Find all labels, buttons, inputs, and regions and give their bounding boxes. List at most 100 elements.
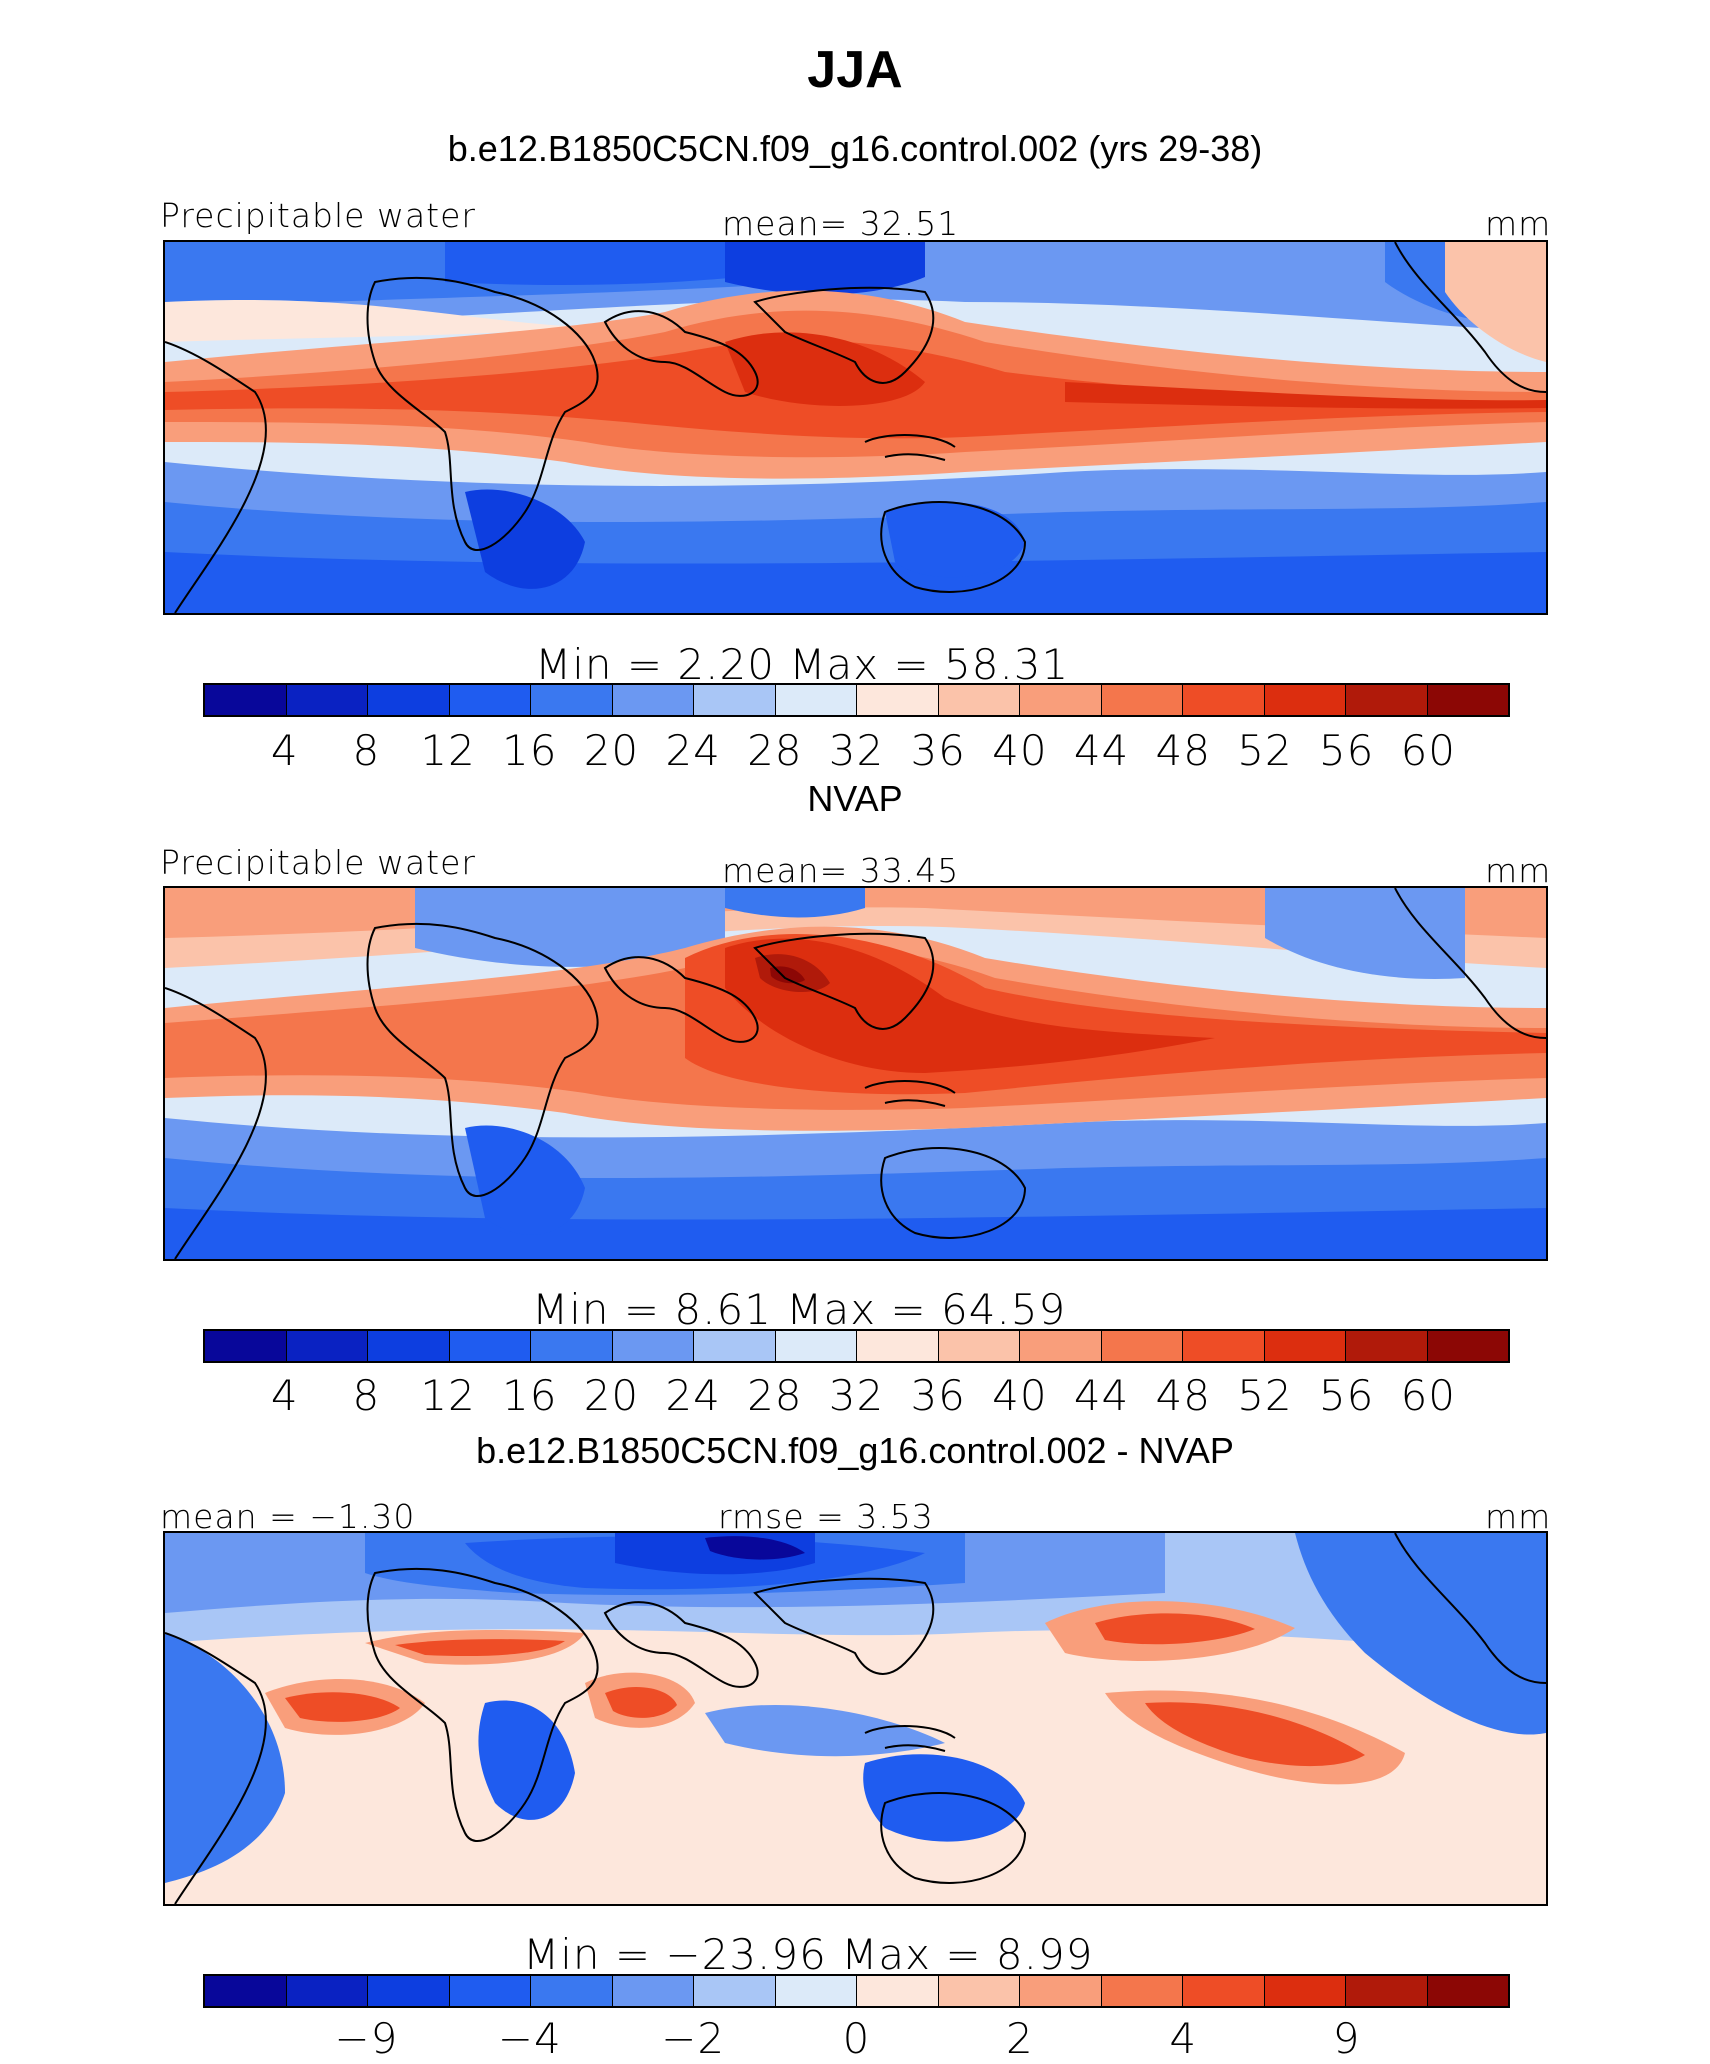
panel-2-variable-label: Precipitable water xyxy=(160,843,476,882)
colorbar-swatch xyxy=(1100,685,1182,715)
panel-2-units-label: mm xyxy=(1485,851,1552,890)
colorbar-swatch xyxy=(367,1331,449,1361)
panel-1-mean-label: mean= 32.51 xyxy=(722,204,960,243)
colorbar-tick-label: 52 xyxy=(1237,726,1293,775)
colorbar-tick-label: 40 xyxy=(992,1371,1048,1420)
colorbar-swatch xyxy=(285,1331,367,1361)
figure-title: JJA xyxy=(807,41,903,99)
colorbar-swatch xyxy=(1426,685,1508,715)
colorbar-swatch xyxy=(1263,685,1345,715)
panel-2-contour-plot xyxy=(165,888,1546,1259)
colorbar-tick-label: 12 xyxy=(420,726,476,775)
colorbar-swatch xyxy=(1345,1976,1427,2006)
panel-3-map xyxy=(163,1531,1548,1906)
panel-2-map xyxy=(163,886,1548,1261)
colorbar-tick-label: 32 xyxy=(828,1371,885,1420)
colorbar-swatch xyxy=(1263,1331,1345,1361)
colorbar-tick-label: 44 xyxy=(1073,726,1130,775)
colorbar-swatch xyxy=(1100,1976,1182,2006)
colorbar-swatch xyxy=(1182,1976,1264,2006)
colorbar-swatch xyxy=(367,1976,449,2006)
colorbar-tick-label: 4 xyxy=(1169,2014,1198,2063)
colorbar-tick-label: −4 xyxy=(497,2014,562,2063)
panel-1-colorbar xyxy=(203,683,1510,717)
colorbar-swatch xyxy=(693,1331,775,1361)
colorbar-tick-label: 0 xyxy=(842,2014,871,2063)
colorbar-swatch xyxy=(205,685,286,715)
colorbar-swatch xyxy=(856,1331,938,1361)
colorbar-tick-label: −9 xyxy=(334,2014,399,2063)
panel-1-heading: b.e12.B1850C5CN.f09_g16.control.002 (yrs… xyxy=(447,128,1263,169)
colorbar-tick-label: 40 xyxy=(992,726,1048,775)
colorbar-tick-label: 16 xyxy=(502,726,558,775)
colorbar-tick-label: 60 xyxy=(1400,1371,1457,1420)
colorbar-swatch xyxy=(367,685,449,715)
colorbar-swatch xyxy=(448,1976,530,2006)
panel-3-units-label: mm xyxy=(1485,1497,1552,1536)
colorbar-swatch xyxy=(856,685,938,715)
colorbar-tick-label: 24 xyxy=(665,1371,721,1420)
colorbar-tick-label: 16 xyxy=(502,1371,558,1420)
colorbar-tick-label: 56 xyxy=(1318,1371,1375,1420)
colorbar-swatch xyxy=(530,1976,612,2006)
colorbar-tick-label: 44 xyxy=(1073,1371,1130,1420)
panel-2-mean-label: mean= 33.45 xyxy=(722,851,960,890)
colorbar-swatch xyxy=(1182,685,1264,715)
panel-2-minmax: Min = 8.61 Max = 64.59 xyxy=(532,1285,1067,1334)
colorbar-tick-label: 28 xyxy=(747,726,803,775)
colorbar-tick-label: 4 xyxy=(270,726,299,775)
colorbar-swatch xyxy=(1100,1331,1182,1361)
colorbar-swatch xyxy=(774,1976,856,2006)
colorbar-swatch xyxy=(205,1976,286,2006)
colorbar-swatch xyxy=(693,1976,775,2006)
colorbar-tick-label: 8 xyxy=(352,726,381,775)
colorbar-swatch xyxy=(1345,1331,1427,1361)
colorbar-tick-label: 36 xyxy=(910,726,966,775)
panel-3-contour-plot xyxy=(165,1533,1546,1904)
colorbar-swatch xyxy=(611,1976,693,2006)
colorbar-swatch xyxy=(937,685,1019,715)
colorbar-tick-label: 8 xyxy=(352,1371,381,1420)
panel-3-colorbar xyxy=(203,1974,1510,2008)
colorbar-swatch xyxy=(285,1976,367,2006)
colorbar-swatch xyxy=(1426,1331,1508,1361)
colorbar-swatch xyxy=(611,685,693,715)
panel-2-heading: NVAP xyxy=(807,778,903,819)
colorbar-swatch xyxy=(205,1331,286,1361)
colorbar-swatch xyxy=(530,1331,612,1361)
colorbar-tick-label: 28 xyxy=(747,1371,803,1420)
colorbar-tick-label: 9 xyxy=(1332,2014,1361,2063)
colorbar-swatch xyxy=(1182,1331,1264,1361)
colorbar-swatch xyxy=(774,1331,856,1361)
panel-3-heading: b.e12.B1850C5CN.f09_g16.control.002 - NV… xyxy=(476,1430,1234,1471)
colorbar-swatch xyxy=(1019,1976,1101,2006)
colorbar-tick-label: 48 xyxy=(1155,1371,1211,1420)
colorbar-swatch xyxy=(774,685,856,715)
colorbar-swatch xyxy=(285,685,367,715)
colorbar-swatch xyxy=(1019,1331,1101,1361)
colorbar-swatch xyxy=(937,1331,1019,1361)
colorbar-tick-label: 12 xyxy=(420,1371,476,1420)
panel-1-variable-label: Precipitable water xyxy=(160,196,476,235)
colorbar-swatch xyxy=(448,1331,530,1361)
panel-1-contour-plot xyxy=(165,242,1546,613)
colorbar-swatch xyxy=(530,685,612,715)
panel-3-minmax: Min = −23.96 Max = 8.99 xyxy=(523,1930,1094,1979)
colorbar-tick-label: 20 xyxy=(583,1371,640,1420)
colorbar-swatch xyxy=(448,685,530,715)
panel-3-rmse-label: rmse = 3.53 xyxy=(718,1497,934,1536)
colorbar-swatch xyxy=(1345,685,1427,715)
colorbar-swatch xyxy=(1263,1976,1345,2006)
colorbar-swatch xyxy=(1019,685,1101,715)
panel-1-units-label: mm xyxy=(1485,204,1552,243)
panel-3-mean-label: mean = −1.30 xyxy=(160,1497,416,1536)
colorbar-tick-label: 36 xyxy=(910,1371,966,1420)
colorbar-tick-label: 2 xyxy=(1006,2014,1034,2063)
colorbar-tick-label: 48 xyxy=(1155,726,1211,775)
colorbar-tick-label: 32 xyxy=(828,726,885,775)
colorbar-tick-label: −2 xyxy=(661,2014,726,2063)
colorbar-tick-label: 60 xyxy=(1400,726,1457,775)
colorbar-swatch xyxy=(693,685,775,715)
panel-2-colorbar xyxy=(203,1329,1510,1363)
colorbar-tick-label: 24 xyxy=(665,726,721,775)
